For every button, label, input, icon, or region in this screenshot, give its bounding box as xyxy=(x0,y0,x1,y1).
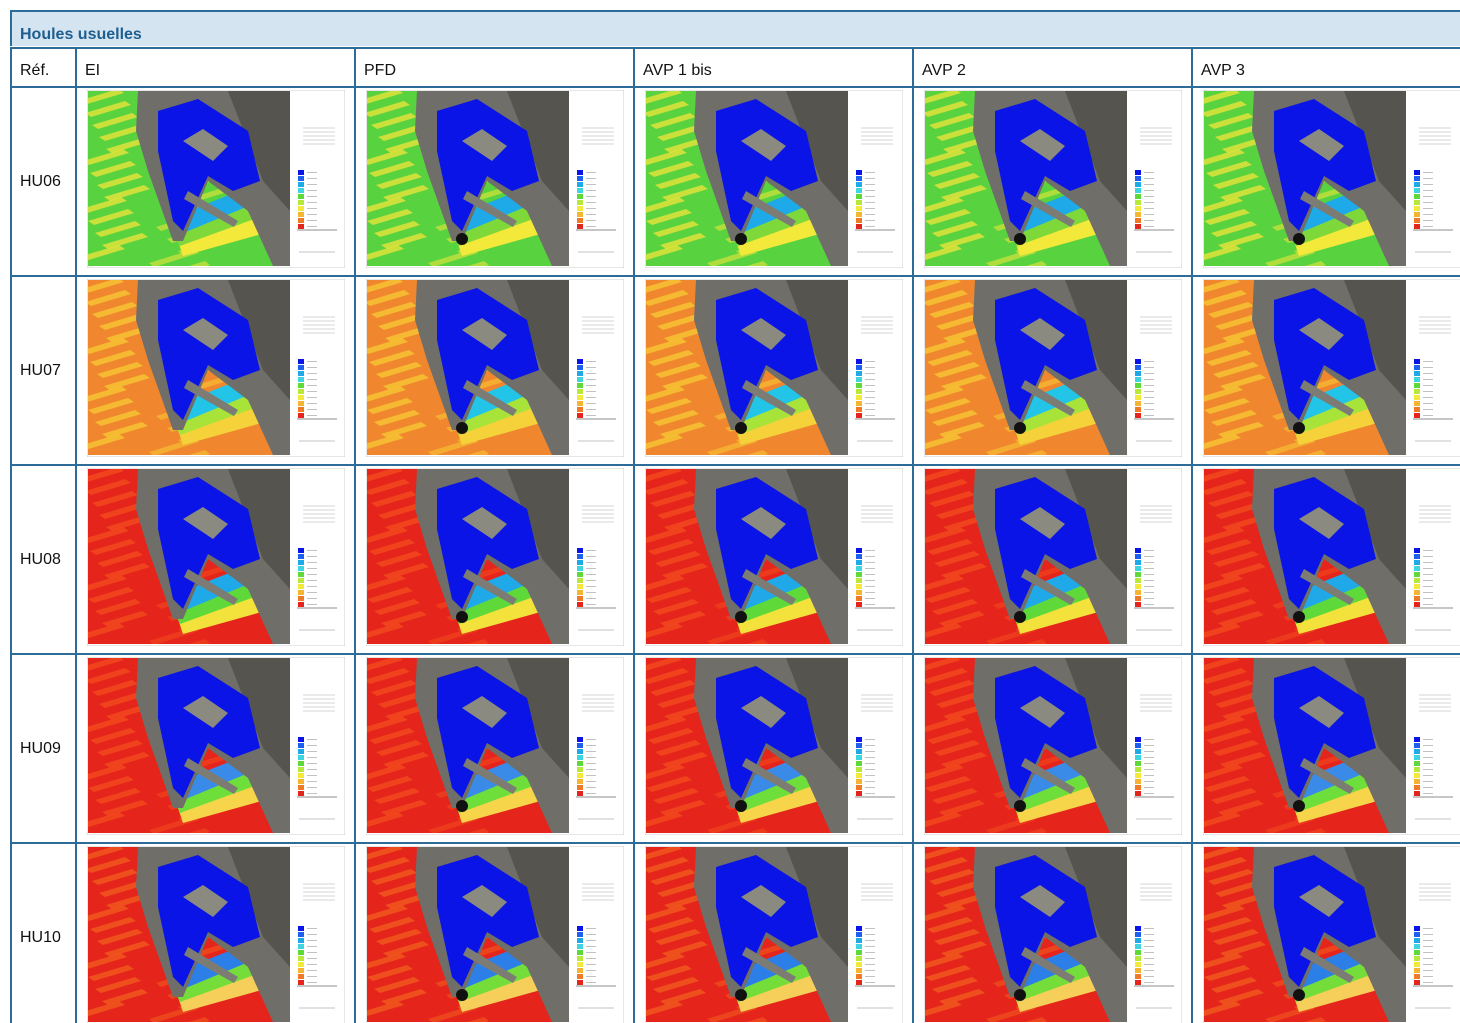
wave-map xyxy=(924,279,1182,457)
image-cell xyxy=(1191,464,1460,653)
image-cell xyxy=(912,653,1191,842)
wave-map xyxy=(1203,90,1460,268)
image-cell xyxy=(633,86,912,275)
wave-map xyxy=(924,468,1182,646)
image-cell xyxy=(75,275,354,464)
column-header: AVP 3 xyxy=(1191,47,1460,86)
image-cell xyxy=(1191,653,1460,842)
row-label: HU08 xyxy=(10,464,75,653)
wave-map xyxy=(366,90,624,268)
wave-map xyxy=(87,468,345,646)
image-cell xyxy=(633,653,912,842)
image-cell xyxy=(354,86,633,275)
image-cell xyxy=(354,842,633,1023)
wave-map xyxy=(87,279,345,457)
image-cell xyxy=(633,275,912,464)
image-cell xyxy=(75,86,354,275)
wave-map xyxy=(645,657,903,835)
image-cell xyxy=(1191,275,1460,464)
table-title: Houles usuelles xyxy=(10,10,1460,46)
wave-map xyxy=(645,90,903,268)
image-cell xyxy=(354,464,633,653)
wave-map xyxy=(924,90,1182,268)
wave-map xyxy=(87,657,345,835)
wave-map xyxy=(366,279,624,457)
row-label: HU10 xyxy=(10,842,75,1023)
image-cell xyxy=(354,275,633,464)
image-cell xyxy=(1191,86,1460,275)
wave-map xyxy=(645,279,903,457)
image-cell xyxy=(912,842,1191,1023)
wave-map xyxy=(1203,846,1460,1023)
wave-map xyxy=(645,468,903,646)
image-cell xyxy=(912,464,1191,653)
column-header: AVP 1 bis xyxy=(633,47,912,86)
column-header: PFD xyxy=(354,47,633,86)
page: Houles usuelles Réf.EIPFDAVP 1 bisAVP 2A… xyxy=(0,0,1460,1023)
wave-map xyxy=(1203,279,1460,457)
wave-map xyxy=(87,846,345,1023)
image-cell xyxy=(75,842,354,1023)
wave-map xyxy=(645,846,903,1023)
image-cell xyxy=(354,653,633,842)
wave-map xyxy=(924,657,1182,835)
row-label: HU07 xyxy=(10,275,75,464)
wave-map xyxy=(366,657,624,835)
image-cell xyxy=(633,842,912,1023)
wave-map xyxy=(366,846,624,1023)
image-cell xyxy=(1191,842,1460,1023)
column-header: EI xyxy=(75,47,354,86)
wave-map xyxy=(366,468,624,646)
image-cell xyxy=(912,275,1191,464)
row-label: HU09 xyxy=(10,653,75,842)
wave-map xyxy=(87,90,345,268)
column-header: Réf. xyxy=(10,47,75,86)
row-label: HU06 xyxy=(10,86,75,275)
column-header: AVP 2 xyxy=(912,47,1191,86)
wave-map xyxy=(1203,657,1460,835)
image-cell xyxy=(912,86,1191,275)
wave-map xyxy=(1203,468,1460,646)
image-cell xyxy=(75,653,354,842)
wave-map xyxy=(924,846,1182,1023)
image-cell xyxy=(75,464,354,653)
image-cell xyxy=(633,464,912,653)
